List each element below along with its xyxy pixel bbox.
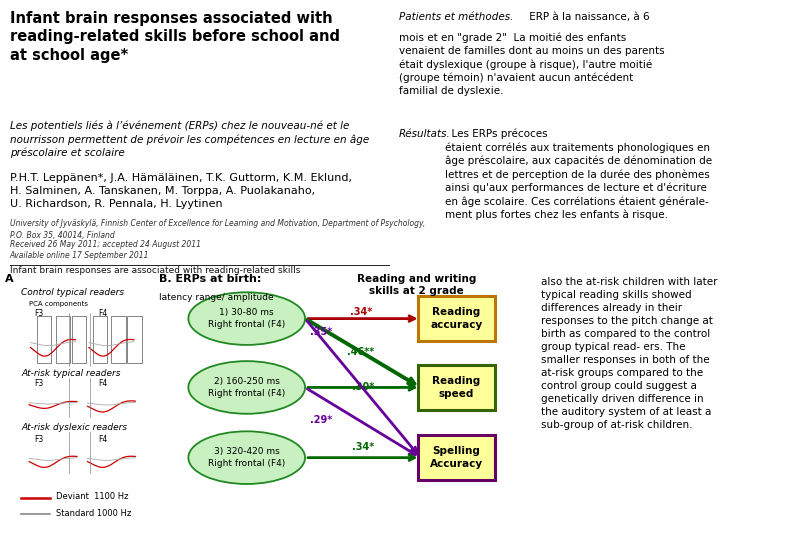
Text: 1) 30-80 ms
Right frontal (F4): 1) 30-80 ms Right frontal (F4): [208, 308, 285, 329]
FancyBboxPatch shape: [418, 296, 495, 341]
Text: Reading
speed: Reading speed: [433, 376, 480, 399]
Text: Les ERPs précoces
étaient corrélés aux traitements phonologiques en
âge préscola: Les ERPs précoces étaient corrélés aux t…: [446, 129, 712, 220]
Text: 2) 160-250 ms
Right frontal (F4): 2) 160-250 ms Right frontal (F4): [208, 377, 285, 398]
Text: Les potentiels liés à l’événement (ERPs) chez le nouveau-né et le
nourrisson per: Les potentiels liés à l’événement (ERPs)…: [10, 121, 369, 158]
Text: A: A: [6, 274, 14, 284]
Text: F3: F3: [35, 379, 44, 388]
Text: .29*: .29*: [310, 415, 332, 425]
Text: latency range/ amplitude: latency range/ amplitude: [159, 293, 274, 302]
Bar: [56, 316, 70, 363]
Text: F4: F4: [98, 379, 108, 388]
Ellipse shape: [189, 292, 305, 345]
Text: also the at-risk children with later
typical reading skills showed
differences a: also the at-risk children with later typ…: [541, 276, 718, 430]
Text: mois et en "grade 2"  La moitié des enfants
venaient de familles dont au moins u: mois et en "grade 2" La moitié des enfan…: [399, 33, 664, 96]
Text: Reading and writing
skills at 2 grade: Reading and writing skills at 2 grade: [356, 274, 476, 296]
Text: Infant brain responses are associated with reading-related skills: Infant brain responses are associated wi…: [10, 266, 300, 275]
Text: Standard 1000 Hz: Standard 1000 Hz: [56, 509, 131, 517]
Text: F4: F4: [98, 309, 108, 318]
Text: .30*: .30*: [352, 382, 374, 393]
Text: Received 26 May 2011; accepted 24 August 2011
Available online 17 September 2011: Received 26 May 2011; accepted 24 August…: [10, 240, 201, 260]
Text: Spelling
Accuracy: Spelling Accuracy: [430, 447, 483, 469]
FancyBboxPatch shape: [418, 435, 495, 480]
Text: .46**: .46**: [347, 347, 374, 357]
Bar: [93, 316, 107, 363]
Text: B. ERPs at birth:: B. ERPs at birth:: [159, 274, 262, 284]
Bar: [37, 316, 52, 363]
Text: At-risk typical readers: At-risk typical readers: [21, 368, 121, 377]
Text: Infant brain responses associated with
reading-related skills before school and
: Infant brain responses associated with r…: [10, 11, 339, 63]
Text: Reading
accuracy: Reading accuracy: [430, 307, 483, 330]
Text: .34*: .34*: [350, 307, 372, 317]
Text: .35*: .35*: [310, 327, 332, 337]
Text: PCA components: PCA components: [29, 301, 88, 307]
Bar: [112, 316, 126, 363]
Ellipse shape: [189, 361, 305, 414]
Bar: [71, 316, 86, 363]
Text: F4: F4: [98, 435, 108, 444]
Text: ERP à la naissance, à 6: ERP à la naissance, à 6: [526, 12, 650, 22]
Text: .34*: .34*: [352, 442, 374, 452]
Text: University of Jyväskylä, Finnish Center of Excellence for Learning and Motivatio: University of Jyväskylä, Finnish Center …: [10, 219, 425, 240]
Text: F3: F3: [35, 309, 44, 318]
Text: Résultats.: Résultats.: [399, 129, 450, 139]
Text: Control typical readers: Control typical readers: [21, 287, 125, 296]
Ellipse shape: [189, 431, 305, 484]
Text: At-risk dyslexic readers: At-risk dyslexic readers: [21, 422, 127, 431]
Text: Patients et méthodes.: Patients et méthodes.: [399, 12, 513, 22]
Text: 3) 320-420 ms
Right frontal (F4): 3) 320-420 ms Right frontal (F4): [208, 447, 285, 468]
Text: F3: F3: [35, 435, 44, 444]
Text: Deviant  1100 Hz: Deviant 1100 Hz: [56, 492, 128, 501]
FancyBboxPatch shape: [418, 365, 495, 410]
Bar: [127, 316, 142, 363]
Text: P.H.T. Leppänen*, J.A. Hämäläinen, T.K. Guttorm, K.M. Eklund,
H. Salminen, A. Ta: P.H.T. Leppänen*, J.A. Hämäläinen, T.K. …: [10, 173, 352, 209]
